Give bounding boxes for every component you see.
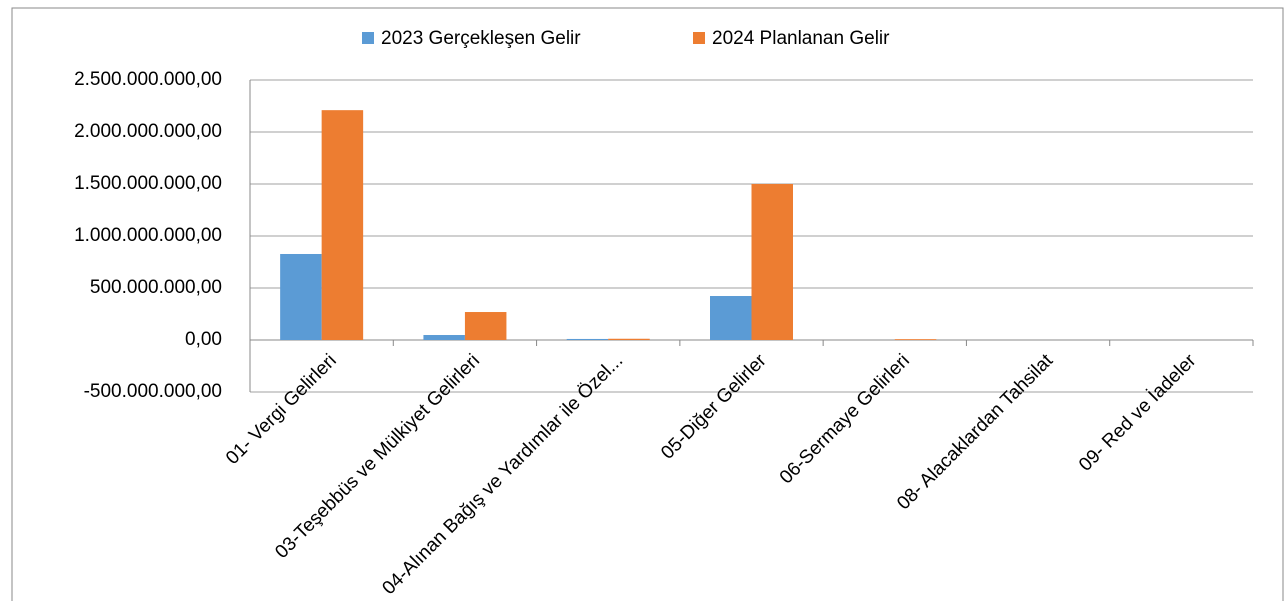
legend-swatch bbox=[362, 32, 374, 44]
y-tick-label: 1.000.000.000,00 bbox=[74, 225, 222, 246]
bar bbox=[710, 296, 752, 340]
bar bbox=[423, 335, 465, 340]
bar bbox=[566, 338, 609, 340]
bar bbox=[751, 184, 793, 340]
y-tick-label: -500.000.000,00 bbox=[84, 381, 222, 402]
y-tick-label: 500.000.000,00 bbox=[90, 277, 222, 298]
legend-label: 2023 Gerçekleşen Gelir bbox=[381, 28, 581, 49]
y-tick-label: 1.500.000.000,00 bbox=[74, 173, 222, 194]
bar bbox=[608, 338, 650, 340]
chart-frame bbox=[11, 7, 1284, 601]
y-tick-label: 2.500.000.000,00 bbox=[74, 69, 222, 90]
bar bbox=[321, 110, 364, 340]
y-tick-label: 0,00 bbox=[185, 329, 222, 350]
legend-label: 2024 Planlanan Gelir bbox=[712, 28, 890, 49]
bar bbox=[894, 339, 937, 340]
bar bbox=[464, 312, 507, 340]
y-tick-label: 2.000.000.000,00 bbox=[74, 121, 222, 142]
legend-swatch bbox=[693, 32, 705, 44]
bar bbox=[280, 253, 322, 340]
